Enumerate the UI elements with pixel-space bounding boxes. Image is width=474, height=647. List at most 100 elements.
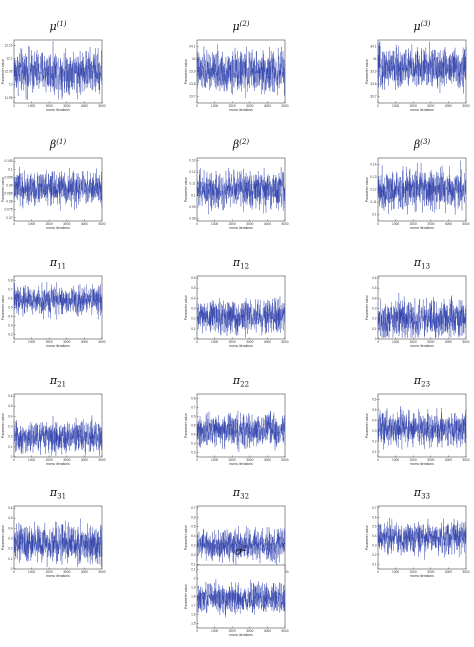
panel-title: π13 bbox=[413, 256, 430, 271]
y-tick-label: 0.4 bbox=[8, 526, 13, 530]
y-tick-label: 0 bbox=[375, 337, 377, 341]
y-tick-label: 0.11 bbox=[371, 200, 377, 204]
x-tick-label: 4000 bbox=[445, 104, 452, 108]
x-tick-label: 1000 bbox=[392, 458, 399, 462]
y-tick-label: 33.7 bbox=[370, 95, 376, 99]
x-tick-label: 5000 bbox=[98, 104, 105, 108]
y-tick-label: 0.7 bbox=[191, 506, 196, 510]
y-tick-label: 0.105 bbox=[5, 159, 13, 163]
x-axis-label: mcmc iterations bbox=[410, 226, 434, 230]
y-axis-label: Parameter value bbox=[365, 413, 369, 438]
x-tick-label: 5000 bbox=[98, 340, 105, 344]
x-tick-label: 2000 bbox=[229, 340, 236, 344]
y-tick-label: 0.5 bbox=[372, 408, 377, 412]
y-tick-label: 0.4 bbox=[372, 296, 377, 300]
y-tick-label: 0.8 bbox=[8, 279, 13, 283]
x-tick-label: 5000 bbox=[281, 104, 288, 108]
trace-line bbox=[13, 281, 103, 320]
y-axis-label: Parameter value bbox=[184, 584, 188, 609]
x-tick-label: 4000 bbox=[445, 340, 452, 344]
y-axis-label: Parameter value bbox=[184, 413, 188, 438]
trace-panel: β(2) 0 1000 2000 3000 4000 5000 0.08 0.09 0.1 0.11… bbox=[184, 138, 289, 230]
panel-title: π33 bbox=[413, 486, 430, 501]
y-tick-label: 2 bbox=[194, 577, 196, 581]
x-tick-label: 0 bbox=[13, 340, 15, 344]
y-tick-label: 12.1 bbox=[6, 56, 12, 60]
trace-line bbox=[377, 406, 467, 450]
x-tick-label: 1000 bbox=[392, 570, 399, 574]
x-tick-label: 0 bbox=[377, 104, 379, 108]
x-tick-label: 0 bbox=[196, 458, 198, 462]
x-tick-label: 0 bbox=[196, 629, 198, 633]
trace-line bbox=[377, 41, 467, 94]
y-axis-label: Parameter value bbox=[184, 525, 188, 550]
panel-title: μ(2) bbox=[232, 20, 249, 33]
y-tick-label: 34.1 bbox=[370, 44, 376, 48]
y-tick-label: 1.7 bbox=[191, 604, 196, 608]
y-tick-label: 12.15 bbox=[5, 43, 13, 47]
x-axis-label: mcmc iterations bbox=[410, 574, 434, 578]
x-tick-label: 3000 bbox=[246, 458, 253, 462]
x-tick-label: 2000 bbox=[46, 340, 53, 344]
x-tick-label: 5000 bbox=[98, 458, 105, 462]
x-tick-label: 1000 bbox=[28, 458, 35, 462]
x-tick-label: 1000 bbox=[211, 629, 218, 633]
y-tick-label: 12 bbox=[9, 83, 13, 87]
x-axis-label: mcmc iterations bbox=[410, 344, 434, 348]
y-tick-label: 0.6 bbox=[372, 276, 377, 280]
y-tick-label: 0.6 bbox=[372, 397, 377, 401]
y-axis-label: Parameter value bbox=[1, 177, 5, 202]
x-tick-label: 0 bbox=[377, 570, 379, 574]
y-tick-label: 0.2 bbox=[191, 317, 196, 321]
y-tick-label: 0 bbox=[11, 455, 13, 459]
y-tick-label: 0.5 bbox=[191, 286, 196, 290]
y-tick-label: 0.08 bbox=[189, 217, 195, 221]
y-tick-label: 0.3 bbox=[8, 324, 13, 328]
x-tick-label: 5000 bbox=[281, 222, 288, 226]
trace-panel: β(3) 0 1000 2000 3000 4000 5000 0.1 0.11 0.12 0.13… bbox=[365, 138, 470, 230]
y-tick-label: 0.3 bbox=[372, 543, 377, 547]
x-tick-label: 4000 bbox=[264, 340, 271, 344]
x-tick-label: 5000 bbox=[281, 340, 288, 344]
panel-title: π32 bbox=[232, 486, 249, 501]
x-tick-label: 5000 bbox=[98, 222, 105, 226]
x-tick-label: 3000 bbox=[427, 570, 434, 574]
x-tick-label: 0 bbox=[196, 104, 198, 108]
x-tick-label: 5000 bbox=[462, 104, 469, 108]
y-tick-label: 0.1 bbox=[8, 445, 13, 449]
x-axis-label: mcmc iterations bbox=[46, 344, 70, 348]
x-tick-label: 1000 bbox=[211, 458, 218, 462]
x-axis-label: mcmc iterations bbox=[229, 108, 253, 112]
y-axis-label: Parameter value bbox=[1, 525, 5, 550]
y-tick-label: 1.8 bbox=[191, 595, 196, 599]
y-tick-label: 0.6 bbox=[8, 506, 13, 510]
trace-line bbox=[196, 296, 286, 338]
x-tick-label: 0 bbox=[13, 570, 15, 574]
trace-panel: π33 0 1000 2000 3000 4000 5000 0.1 0.2 0.3 0.4 0.5 0… bbox=[365, 486, 470, 578]
trace-panel: μ(2) 0 1000 2000 3000 4000 5000 23.7 23.8 23.9 24 2… bbox=[184, 20, 289, 112]
x-tick-label: 2000 bbox=[229, 222, 236, 226]
y-tick-label: 0.09 bbox=[6, 183, 12, 187]
y-tick-label: 0.6 bbox=[191, 276, 196, 280]
x-tick-label: 5000 bbox=[462, 458, 469, 462]
x-tick-label: 4000 bbox=[264, 222, 271, 226]
y-tick-label: 1.5 bbox=[191, 622, 196, 626]
y-tick-label: 0.3 bbox=[191, 307, 196, 311]
x-axis-label: mcmc iterations bbox=[46, 108, 70, 112]
x-tick-label: 3000 bbox=[246, 629, 253, 633]
x-tick-label: 3000 bbox=[427, 104, 434, 108]
plot-frame bbox=[377, 275, 467, 340]
x-tick-label: 3000 bbox=[246, 222, 253, 226]
y-tick-label: 0.2 bbox=[191, 553, 196, 557]
y-tick-label: 34 bbox=[373, 57, 377, 61]
x-tick-label: 5000 bbox=[281, 629, 288, 633]
y-tick-label: 0.07 bbox=[6, 216, 12, 220]
y-tick-label: 0.14 bbox=[370, 162, 376, 166]
x-tick-label: 1000 bbox=[211, 340, 218, 344]
y-tick-label: 12.05 bbox=[5, 70, 13, 74]
panel-title: π23 bbox=[413, 374, 430, 389]
x-tick-label: 4000 bbox=[81, 458, 88, 462]
y-tick-label: 0.5 bbox=[372, 286, 377, 290]
y-tick-label: 0.5 bbox=[8, 516, 13, 520]
